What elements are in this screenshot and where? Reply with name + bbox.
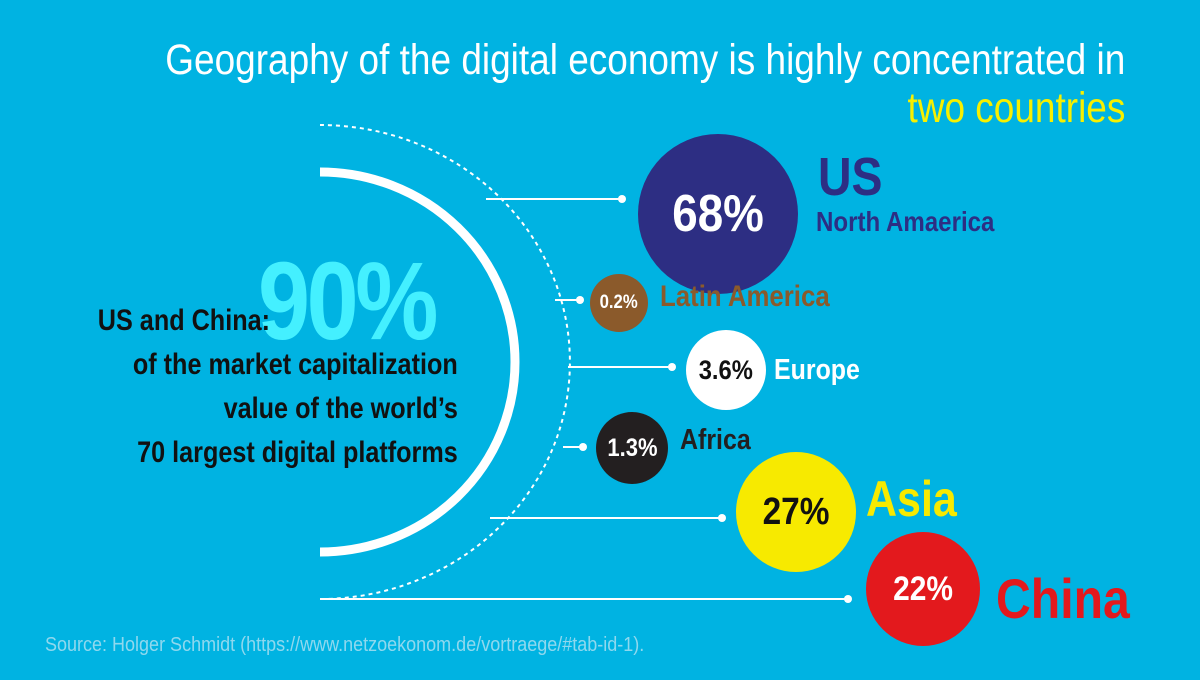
highlight-line-2: of the market capitalization	[133, 348, 458, 381]
bubble-us: 68%	[638, 134, 798, 294]
solid-arc	[319, 167, 520, 557]
title-line-1: Geography of the digital economy is high…	[164, 36, 1125, 84]
bubble-africa-value: 1.3%	[606, 433, 658, 462]
bubble-latin-america: 0.2%	[590, 274, 648, 332]
label-africa: Africa	[680, 424, 751, 456]
connector-dot-europe	[668, 363, 676, 371]
headline-percentage: 90%	[258, 240, 438, 363]
dotted-arc	[319, 124, 571, 600]
bubble-china-value: 22%	[893, 569, 953, 608]
connector-dot-us	[618, 195, 626, 203]
bubble-us-value: 68%	[672, 185, 764, 243]
label-us: US	[818, 147, 883, 207]
highlight-lead: US and China:	[97, 304, 270, 337]
label-asia: Asia	[866, 471, 957, 527]
bubble-china: 22%	[866, 532, 980, 646]
connector-dot-africa	[579, 443, 587, 451]
bubble-europe-value: 3.6%	[698, 354, 754, 385]
bubble-asia: 27%	[736, 452, 856, 572]
bubble-africa: 1.3%	[596, 412, 668, 484]
label-latin-america: Latin America	[660, 280, 830, 313]
source-note: Source: Holger Schmidt (https://www.netz…	[45, 634, 645, 656]
label-us-subname: North Amaerica	[816, 206, 995, 237]
bubble-asia-value: 27%	[762, 490, 830, 533]
label-china: China	[996, 567, 1130, 630]
connector-dot-asia	[718, 514, 726, 522]
label-europe: Europe	[774, 354, 860, 386]
highlight-line-3: value of the world’s	[223, 392, 458, 425]
highlight-line-4: 70 largest digital platforms	[137, 436, 458, 469]
title-line-2: two countries	[907, 84, 1125, 132]
bubble-europe: 3.6%	[686, 330, 766, 410]
connector-dot-latin-america	[576, 296, 584, 304]
connector-dot-china	[844, 595, 852, 603]
bubble-latin-america-value: 0.2%	[599, 292, 639, 313]
